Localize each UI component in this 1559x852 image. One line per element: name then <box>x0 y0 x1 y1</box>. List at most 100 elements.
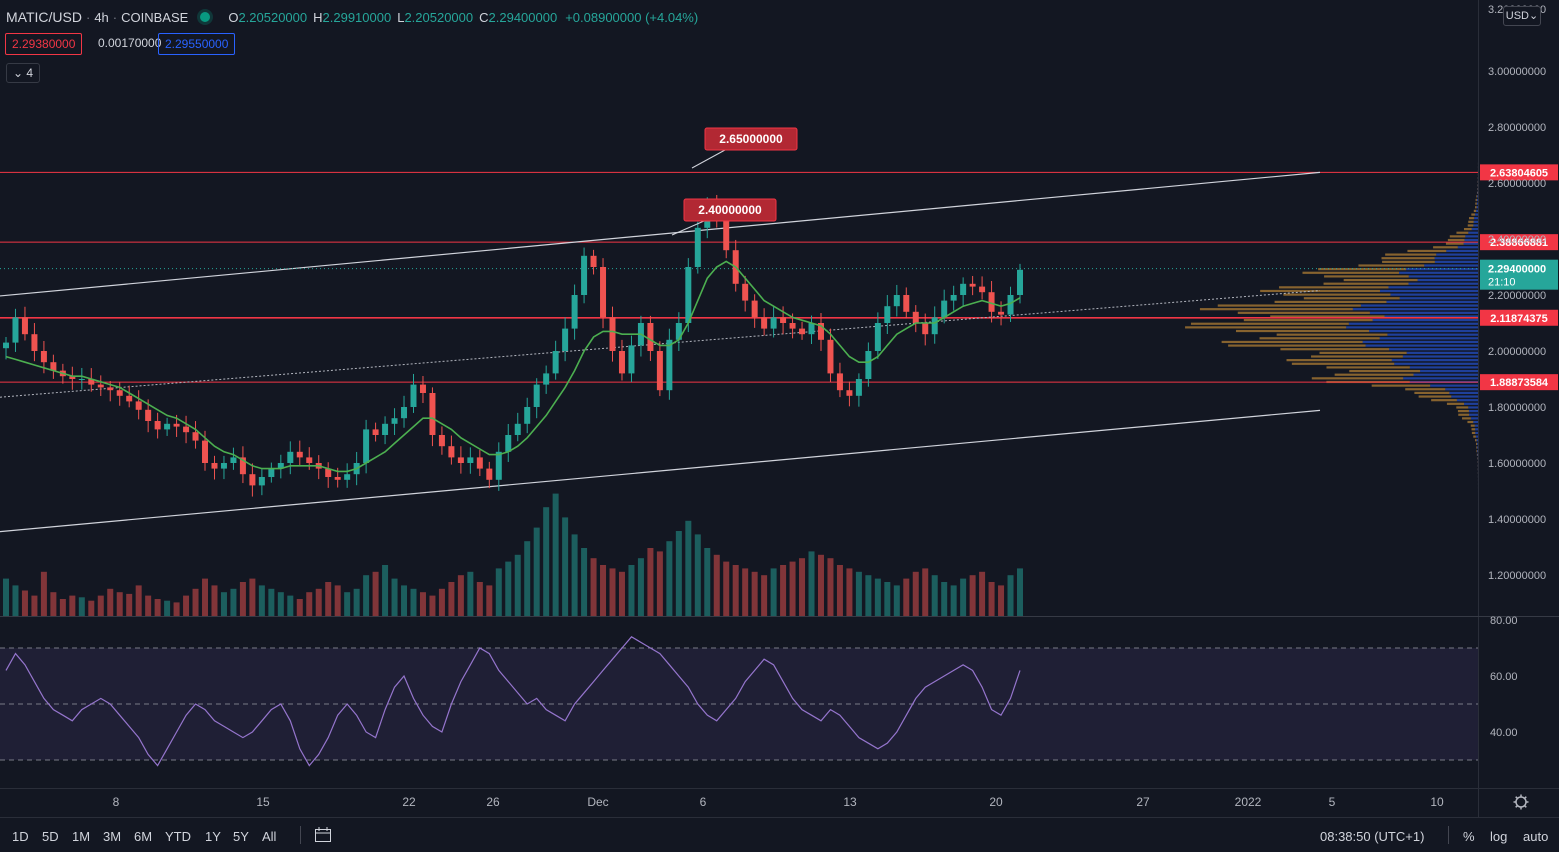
auto-scale-toggle[interactable]: auto <box>1523 829 1548 844</box>
range-3m-button[interactable]: 3M <box>103 829 121 844</box>
volume-bar <box>41 572 47 616</box>
candle-body <box>230 457 236 463</box>
percent-scale-toggle[interactable]: % <box>1463 829 1475 844</box>
candle-body <box>638 323 644 345</box>
volume-profile-bar <box>1475 206 1477 208</box>
candle-body <box>12 317 18 342</box>
volume-profile-bar <box>1304 297 1400 299</box>
candle-body <box>439 435 445 446</box>
currency-label: USD <box>1506 10 1529 22</box>
ohlc-value: 2.29400000 <box>489 10 558 25</box>
log-scale-toggle[interactable]: log <box>1490 829 1507 844</box>
volume-bar <box>761 575 767 616</box>
candle-body <box>164 424 170 430</box>
volume-profile-bar <box>1458 414 1469 416</box>
candle-body <box>69 376 75 379</box>
volume-bar <box>628 565 634 616</box>
candle-body <box>628 345 634 373</box>
volume-bar <box>647 548 653 616</box>
range-1d-button[interactable]: 1D <box>12 829 29 844</box>
volume-profile-bar <box>1458 410 1469 412</box>
candle-body <box>3 343 9 349</box>
level-label-bg <box>1480 164 1558 180</box>
candle-body <box>761 317 767 328</box>
volume-bar <box>183 596 189 616</box>
volume-profile-bar <box>1358 264 1424 266</box>
candle-body <box>1008 295 1014 315</box>
time-axis-tick: 10 <box>1430 795 1444 809</box>
range-ytd-button[interactable]: YTD <box>165 829 191 844</box>
candle-body <box>856 379 862 396</box>
price-chart[interactable]: 2.638046052.388668812.118743751.88873584… <box>0 0 1559 817</box>
volume-bar <box>610 568 616 616</box>
candle-body <box>524 407 530 424</box>
range-5d-button[interactable]: 5D <box>42 829 59 844</box>
volume-profile-bar <box>1388 286 1478 288</box>
volume-bar <box>818 555 824 616</box>
volume-bar <box>790 562 796 616</box>
volume-profile-bar <box>1238 312 1370 314</box>
candle-body <box>666 340 672 390</box>
ohlc-key: H <box>313 10 322 25</box>
date-range-icon[interactable] <box>314 827 332 846</box>
volume-profile-bar <box>1473 435 1476 437</box>
currency-selector[interactable]: USD⌄ <box>1503 6 1541 26</box>
buy-price[interactable]: 2.29550000 <box>158 33 235 55</box>
volume-profile-bar <box>1260 337 1380 339</box>
volume-profile-bar <box>1408 283 1478 285</box>
candle-body <box>875 323 881 351</box>
volume-profile-bar <box>1279 286 1388 288</box>
time-axis-tick: 6 <box>700 795 707 809</box>
price-axis-tick: 2.60000000 <box>1488 178 1546 190</box>
interval[interactable]: 4h <box>94 10 108 25</box>
volume-bar <box>600 565 606 616</box>
level-label-text: 2.11874375 <box>1490 313 1548 325</box>
gear-tooth <box>1516 797 1518 799</box>
volume-profile-bar <box>1476 195 1477 197</box>
volume-profile-bar <box>1456 406 1468 408</box>
candle-body <box>240 457 246 474</box>
candle-body <box>922 323 928 334</box>
volume-profile-bar <box>1476 443 1477 445</box>
volume-profile-bar <box>1435 261 1478 263</box>
range-1y-button[interactable]: 1Y <box>205 829 221 844</box>
volume-profile-bar <box>1283 294 1390 296</box>
candle-body <box>79 379 85 380</box>
candle-body <box>448 446 454 457</box>
volume-profile-bar <box>1312 377 1403 379</box>
volume-profile-bar <box>1476 199 1477 201</box>
symbol-name[interactable]: MATIC/USD <box>6 9 82 25</box>
volume-profile-bar <box>1449 392 1478 394</box>
volume-bar <box>155 599 161 616</box>
volume-profile-bar <box>1302 272 1399 274</box>
clock[interactable]: 08:38:50 (UTC+1) <box>1320 829 1424 844</box>
volume-profile-bar <box>1384 315 1478 317</box>
volume-bar <box>240 582 246 616</box>
candle-body <box>429 393 435 435</box>
volume-profile-bar <box>1324 275 1409 277</box>
ohlc-key: C <box>479 10 488 25</box>
candle-body <box>335 477 341 480</box>
indicators-toggle[interactable]: ⌄ 4 <box>6 63 40 83</box>
volume-profile-bar <box>1471 417 1478 419</box>
volume-profile-bar <box>1436 253 1478 255</box>
volume-profile-bar <box>1435 257 1478 259</box>
candle-body <box>818 323 824 340</box>
volume-profile-bar <box>1191 323 1349 325</box>
volume-bar <box>278 592 284 616</box>
candle-body <box>581 256 587 295</box>
volume-profile-bar <box>1457 399 1478 401</box>
range-6m-button[interactable]: 6M <box>134 829 152 844</box>
volume-bar <box>875 579 881 616</box>
volume-profile-bar <box>1462 417 1471 419</box>
volume-bar <box>922 568 928 616</box>
volume-bar <box>50 592 56 616</box>
candle-body <box>174 424 180 427</box>
sell-price[interactable]: 2.29380000 <box>5 33 82 55</box>
range-all-button[interactable]: All <box>262 829 276 844</box>
range-1m-button[interactable]: 1M <box>72 829 90 844</box>
range-5y-button[interactable]: 5Y <box>233 829 249 844</box>
volume-profile-bar <box>1373 319 1478 321</box>
candle-body <box>145 410 151 421</box>
